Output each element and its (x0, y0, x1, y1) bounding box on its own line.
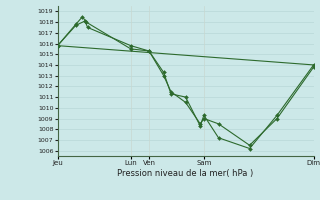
X-axis label: Pression niveau de la mer( hPa ): Pression niveau de la mer( hPa ) (117, 169, 254, 178)
